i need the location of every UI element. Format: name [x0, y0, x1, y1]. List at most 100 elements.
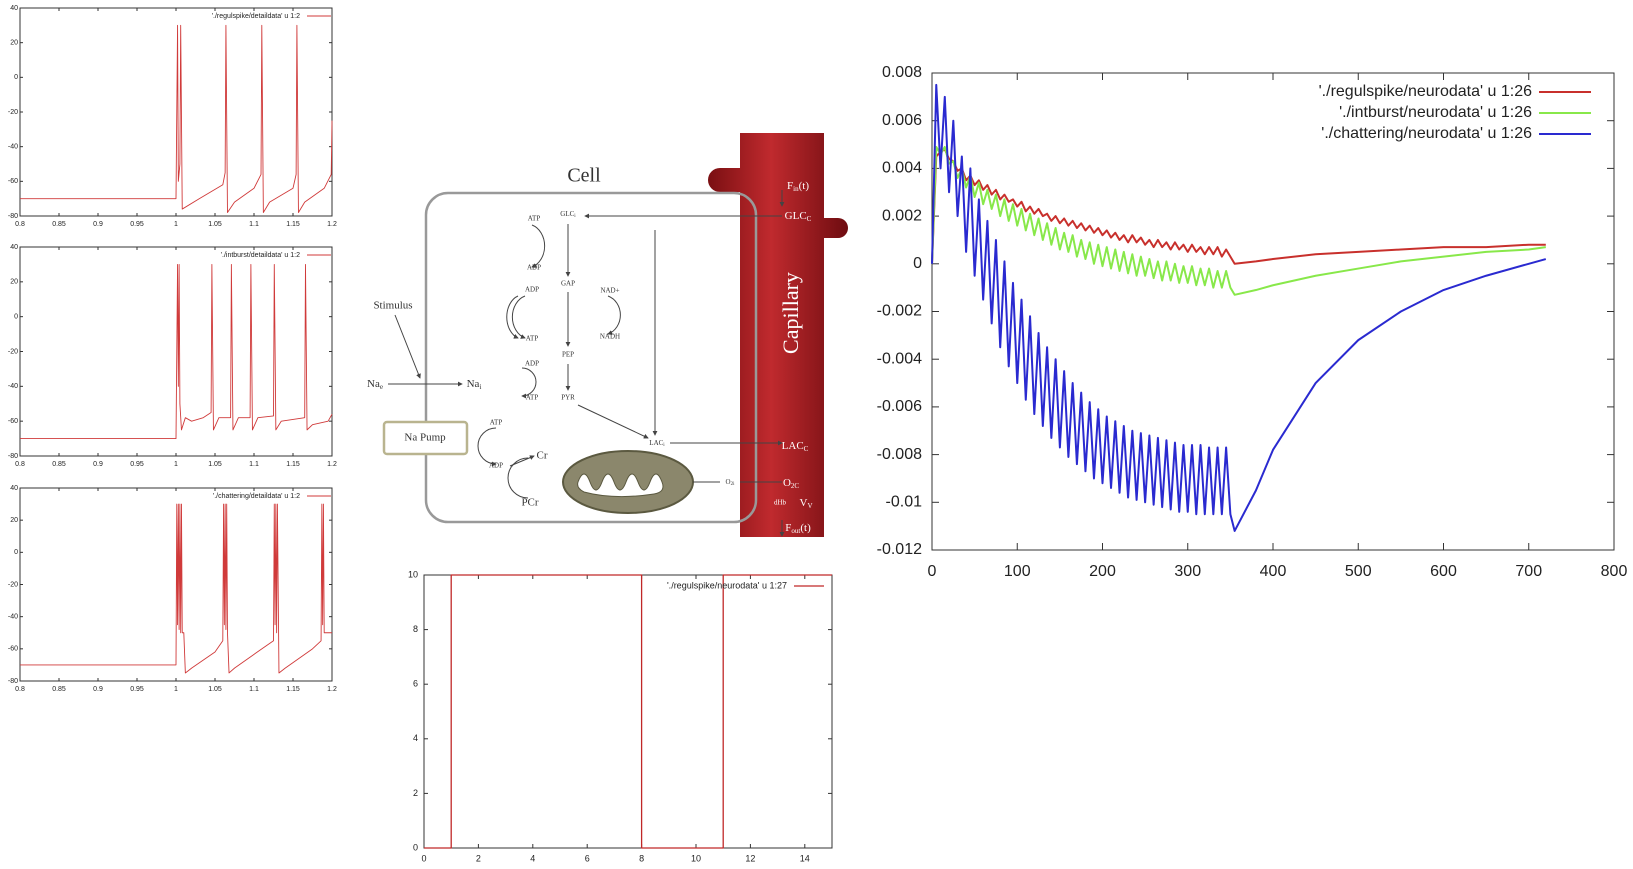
- legend-label: './regulspike/neurodata' u 1:27: [667, 580, 787, 590]
- y-tick-label: 2: [413, 788, 418, 798]
- node-label: GLCi: [560, 210, 576, 220]
- data-line: [931, 148, 1546, 265]
- x-tick-label: 0.9: [93, 686, 103, 693]
- node-label: LACC: [782, 440, 809, 453]
- x-tick-label: 0.9: [93, 221, 103, 228]
- y-tick-label: -0.008: [877, 446, 922, 463]
- node-label: GLCC: [785, 210, 812, 223]
- y-tick-label: 8: [413, 624, 418, 634]
- legend-label: './regulspike/neurodata' u 1:26: [1319, 83, 1532, 100]
- stimulus-label: Stimulus: [373, 300, 412, 312]
- node-text: LAC: [782, 440, 804, 452]
- x-tick-label: 1: [174, 221, 178, 228]
- legend-label: './intburst/neurodata' u 1:26: [1339, 104, 1532, 121]
- x-tick-label: 4: [530, 853, 535, 863]
- y-tick-label: -40: [8, 144, 18, 151]
- data-line: [20, 24, 333, 213]
- node-text: Na: [367, 378, 380, 390]
- node-sub: 2C: [791, 482, 800, 490]
- x-tick-label: 0: [928, 563, 937, 580]
- capillary-label: Capillary: [778, 272, 803, 354]
- y-tick-label: -60: [8, 418, 18, 425]
- node-label: GAP: [561, 280, 575, 288]
- y-tick-label: 40: [10, 5, 18, 12]
- diagram-arrows: [388, 190, 785, 537]
- x-tick-label: 1.1: [249, 461, 259, 468]
- x-tick-label: 1.1: [249, 686, 259, 693]
- x-tick-label: 0.95: [130, 686, 144, 693]
- y-tick-label: -0.004: [877, 350, 922, 367]
- y-tick-label: -0.01: [886, 494, 923, 511]
- x-tick-label: 400: [1260, 563, 1287, 580]
- node-label: Fout(t): [785, 522, 811, 535]
- node-label: PCr: [521, 497, 538, 509]
- node-text: LAC: [649, 439, 663, 447]
- x-tick-label: 1.15: [286, 221, 300, 228]
- x-tick-label: 1: [174, 461, 178, 468]
- node-label: NADH: [600, 333, 620, 341]
- y-tick-label: -40: [8, 614, 18, 621]
- x-tick-label: 0.85: [52, 686, 66, 693]
- node-text: O: [783, 477, 791, 489]
- data-line: [931, 83, 1547, 532]
- y-tick-label: -20: [8, 109, 18, 116]
- node-label: ATP: [528, 215, 541, 223]
- node-text: GLC: [560, 210, 574, 218]
- x-tick-label: 0.8: [15, 686, 25, 693]
- y-tick-label: -80: [8, 678, 18, 685]
- node-text: O: [726, 478, 731, 486]
- x-tick-label: 300: [1174, 563, 1201, 580]
- x-tick-label: 1.1: [249, 221, 259, 228]
- x-tick-label: 500: [1345, 563, 1372, 580]
- cell-membrane: [424, 191, 758, 524]
- node-sub: 2i: [731, 482, 736, 487]
- x-tick-label: 14: [800, 853, 810, 863]
- node-label: NAD+: [600, 287, 619, 295]
- node-sub: V: [807, 502, 812, 510]
- node-sub: C: [804, 445, 809, 453]
- node-label: ADP: [525, 286, 539, 294]
- node-label: ATP: [526, 394, 539, 402]
- na-pump-label: Na Pump: [404, 432, 446, 444]
- x-tick-label: 1.05: [208, 221, 222, 228]
- y-tick-label: -40: [8, 383, 18, 390]
- x-tick-label: 2: [476, 853, 481, 863]
- plot-frame: [423, 574, 833, 849]
- node-text: V: [799, 497, 807, 509]
- node-label: ADP: [489, 462, 503, 470]
- node-sub: e: [380, 383, 383, 391]
- y-tick-label: 0: [913, 255, 922, 272]
- y-tick-label: -0.002: [877, 303, 922, 320]
- x-tick-label: 1.2: [327, 221, 337, 228]
- y-tick-label: -60: [8, 646, 18, 653]
- legend-label: './chattering/neurodata' u 1:26: [1321, 125, 1532, 142]
- x-tick-label: 12: [745, 853, 755, 863]
- node-text: F: [785, 522, 791, 534]
- x-tick-label: 0.9: [93, 461, 103, 468]
- x-tick-label: 1.2: [327, 686, 337, 693]
- x-tick-label: 0.85: [52, 221, 66, 228]
- y-tick-label: 4: [413, 733, 418, 743]
- y-tick-label: 20: [10, 517, 18, 524]
- data-line: [931, 145, 1546, 296]
- node-label: ADP: [525, 360, 539, 368]
- x-tick-label: 1.15: [286, 686, 300, 693]
- node-text: GLC: [785, 210, 807, 222]
- cell-title: Cell: [567, 165, 601, 187]
- x-tick-label: 800: [1601, 563, 1628, 580]
- y-tick-label: -20: [8, 581, 18, 588]
- node-label: Fin(t): [787, 180, 809, 193]
- y-tick-label: -60: [8, 178, 18, 185]
- capillary-vessel: [708, 133, 848, 537]
- node-suffix: (t): [800, 522, 811, 534]
- node-label: dHb: [774, 499, 787, 507]
- node-sub: i: [479, 383, 481, 391]
- node-label: VV: [799, 497, 812, 510]
- node-label: LACi: [649, 439, 665, 449]
- y-tick-label: 0: [14, 74, 18, 81]
- x-tick-label: 1: [174, 686, 178, 693]
- x-tick-label: 0: [421, 853, 426, 863]
- y-tick-label: 20: [10, 40, 18, 47]
